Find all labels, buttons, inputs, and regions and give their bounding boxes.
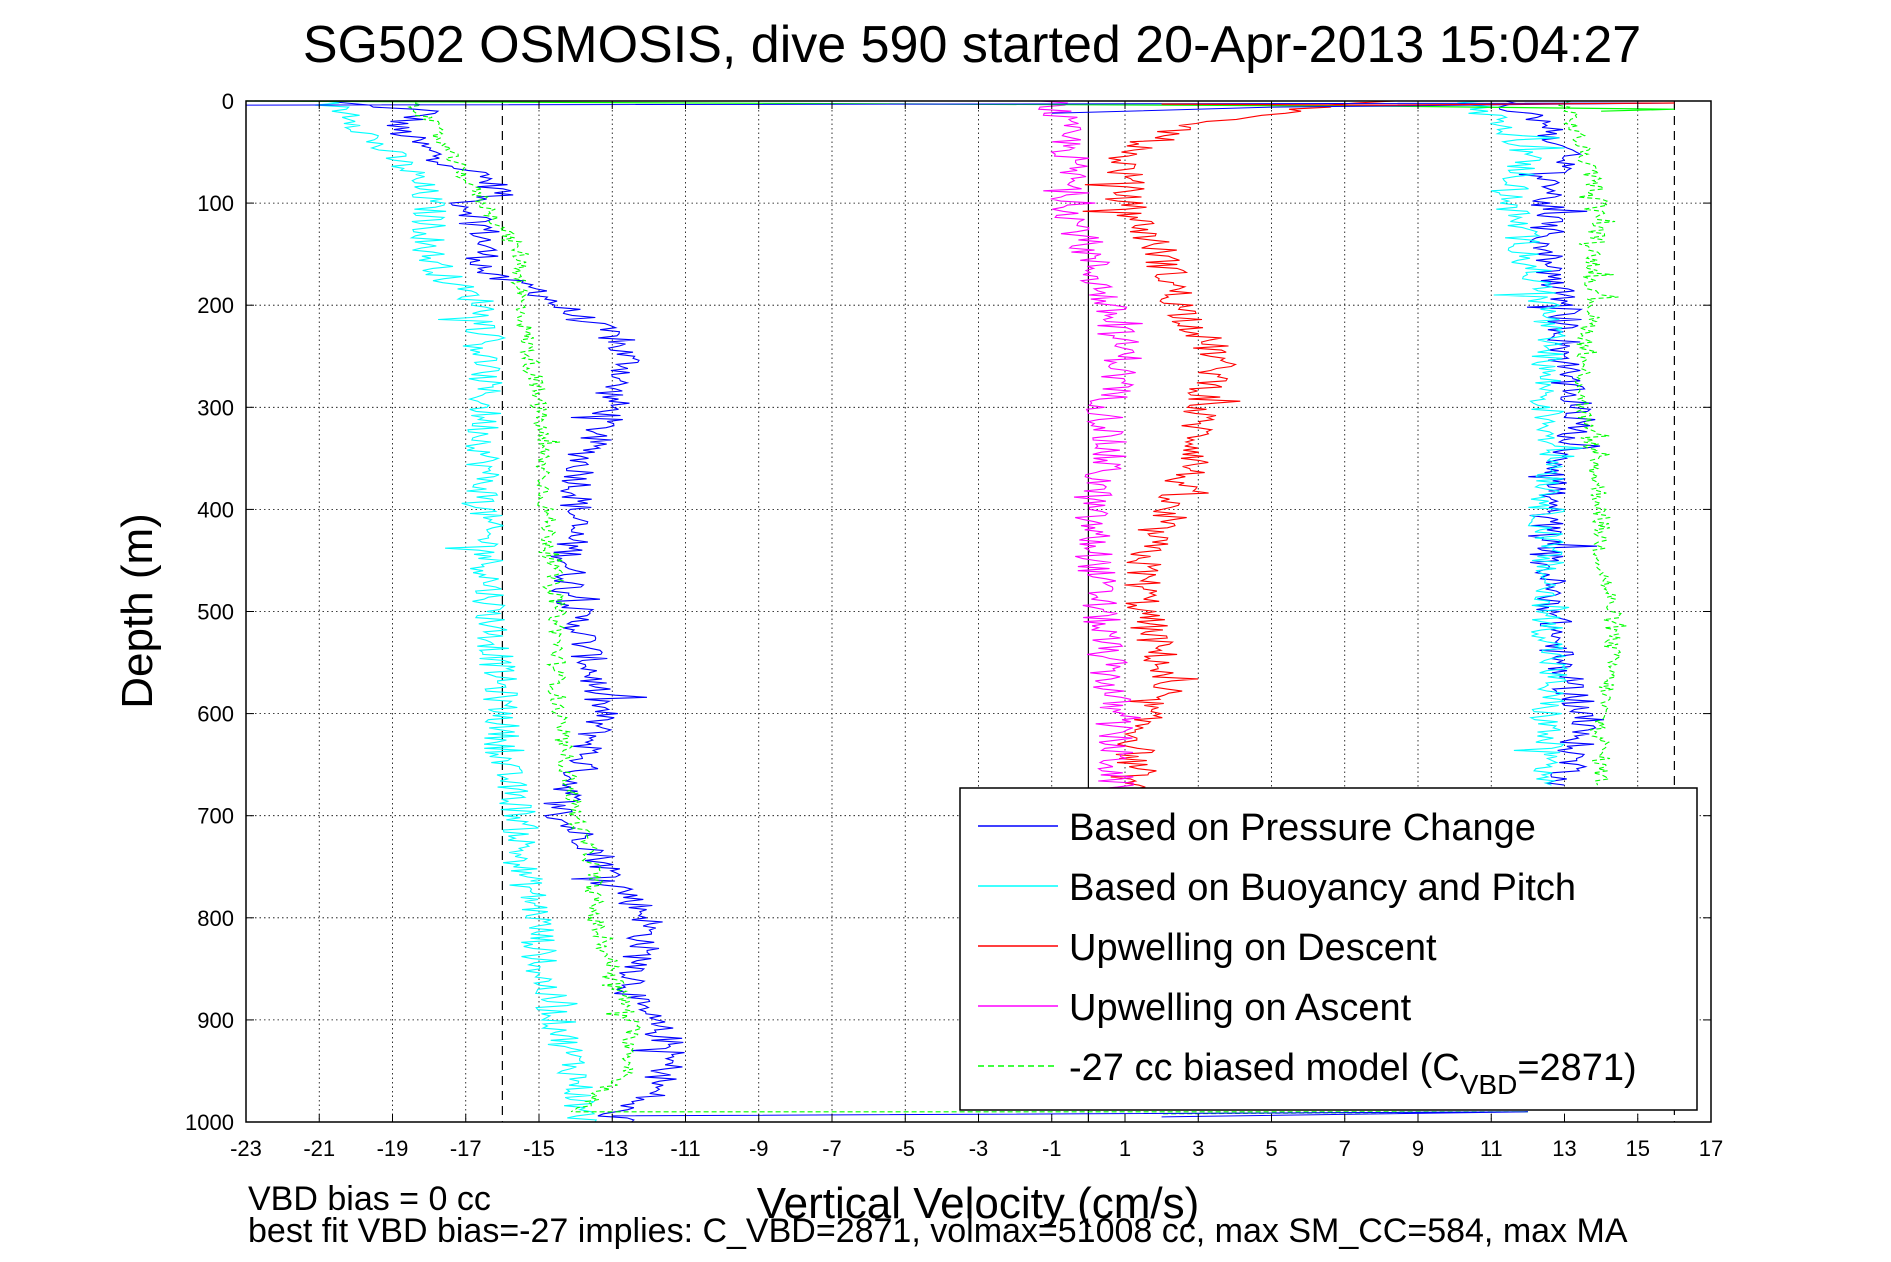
x-tick-label: -5 <box>895 1136 915 1161</box>
surface-spike-red <box>1161 102 1675 106</box>
x-axis-label: Vertical Velocity (cm/s) <box>757 1179 1200 1228</box>
series-pressure-change-ascent <box>1498 100 1605 786</box>
series-buoyancy-and-pitch-ascent <box>1457 100 1583 786</box>
x-tick-label: -7 <box>822 1136 842 1161</box>
x-tick-label: 7 <box>1339 1136 1351 1161</box>
y-axis-ticks: 0 100 200 300 400 500 600 700 800 900 1000 <box>185 89 1711 1135</box>
series-27-cc-biased-model-c-vbd-2871 <box>407 100 643 1113</box>
legend-item-label: Upwelling on Ascent <box>1069 987 1412 1029</box>
y-tick-label: 400 <box>197 497 234 522</box>
series-upwelling-on-descent <box>1082 100 1396 796</box>
x-tick-label: -1 <box>1042 1136 1062 1161</box>
y-tick-label: 700 <box>197 804 234 829</box>
y-tick-label: 900 <box>197 1008 234 1033</box>
x-tick-label: -19 <box>377 1136 409 1161</box>
y-axis-label: Depth (m) <box>113 513 162 709</box>
legend-box <box>959 787 1698 1111</box>
series-upwelling-on-ascent <box>1037 100 1143 796</box>
y-tick-label: 300 <box>197 395 234 420</box>
x-tick-label: -17 <box>450 1136 482 1161</box>
y-tick-label: 0 <box>222 89 234 114</box>
bottom-spike-blue <box>612 1111 1528 1118</box>
y-tick-label: 1000 <box>185 1110 234 1135</box>
series-based-on-pressure-change <box>324 100 685 1123</box>
footnote-line2: best fit VBD bias=-27 implies: C_VBD=287… <box>248 1212 1628 1250</box>
x-tick-label: 13 <box>1552 1136 1576 1161</box>
y-tick-label: 500 <box>197 600 234 625</box>
legend-item-label: Upwelling on Descent <box>1069 927 1437 969</box>
y-tick-label: 600 <box>197 702 234 727</box>
series-group <box>245 100 1675 1123</box>
surface-spike-blue <box>245 102 1675 114</box>
surface-spike-line <box>245 100 1675 112</box>
x-tick-label: -11 <box>670 1136 700 1161</box>
x-tick-label: -23 <box>230 1136 262 1161</box>
x-tick-label: 17 <box>1699 1136 1723 1161</box>
legend-item-label: Based on Buoyancy and Pitch <box>1069 867 1576 909</box>
x-tick-label: 9 <box>1412 1136 1424 1161</box>
legend-item-label: -27 cc biased model (CVBD=2871) <box>1069 1047 1637 1100</box>
x-tick-label: -3 <box>969 1136 989 1161</box>
y-tick-label: 200 <box>197 293 234 318</box>
legend-item-label: Based on Pressure Change <box>1069 807 1536 849</box>
x-tick-label: -21 <box>303 1136 335 1161</box>
footnote-line1: VBD bias = 0 cc <box>248 1180 491 1218</box>
x-tick-label: -15 <box>523 1136 555 1161</box>
y-tick-label: 100 <box>197 191 234 216</box>
y-tick-label: 800 <box>197 906 234 931</box>
x-tick-label: -9 <box>749 1136 769 1161</box>
x-tick-label: -13 <box>596 1136 628 1161</box>
x-tick-label: 3 <box>1192 1136 1204 1161</box>
x-tick-label: 5 <box>1265 1136 1277 1161</box>
x-axis-ticks: -23 -21 -19 -17 -15 -13 -11 -9 -7 -5 -3 -1 1 3 5 7 9 11 13… <box>230 101 1723 1161</box>
chart-title: SG502 OSMOSIS, dive 590 started 20-Apr-2… <box>303 16 1641 74</box>
series-based-on-buoyancy-and-pitch <box>314 100 598 1123</box>
x-tick-label: 1 <box>1119 1136 1131 1161</box>
legend: Based on Pressure Change Based on Buoyanc… <box>959 787 1698 1111</box>
series-biased-model-ascent <box>1557 100 1627 786</box>
x-tick-label: 15 <box>1626 1136 1650 1161</box>
x-tick-label: 11 <box>1480 1136 1503 1161</box>
